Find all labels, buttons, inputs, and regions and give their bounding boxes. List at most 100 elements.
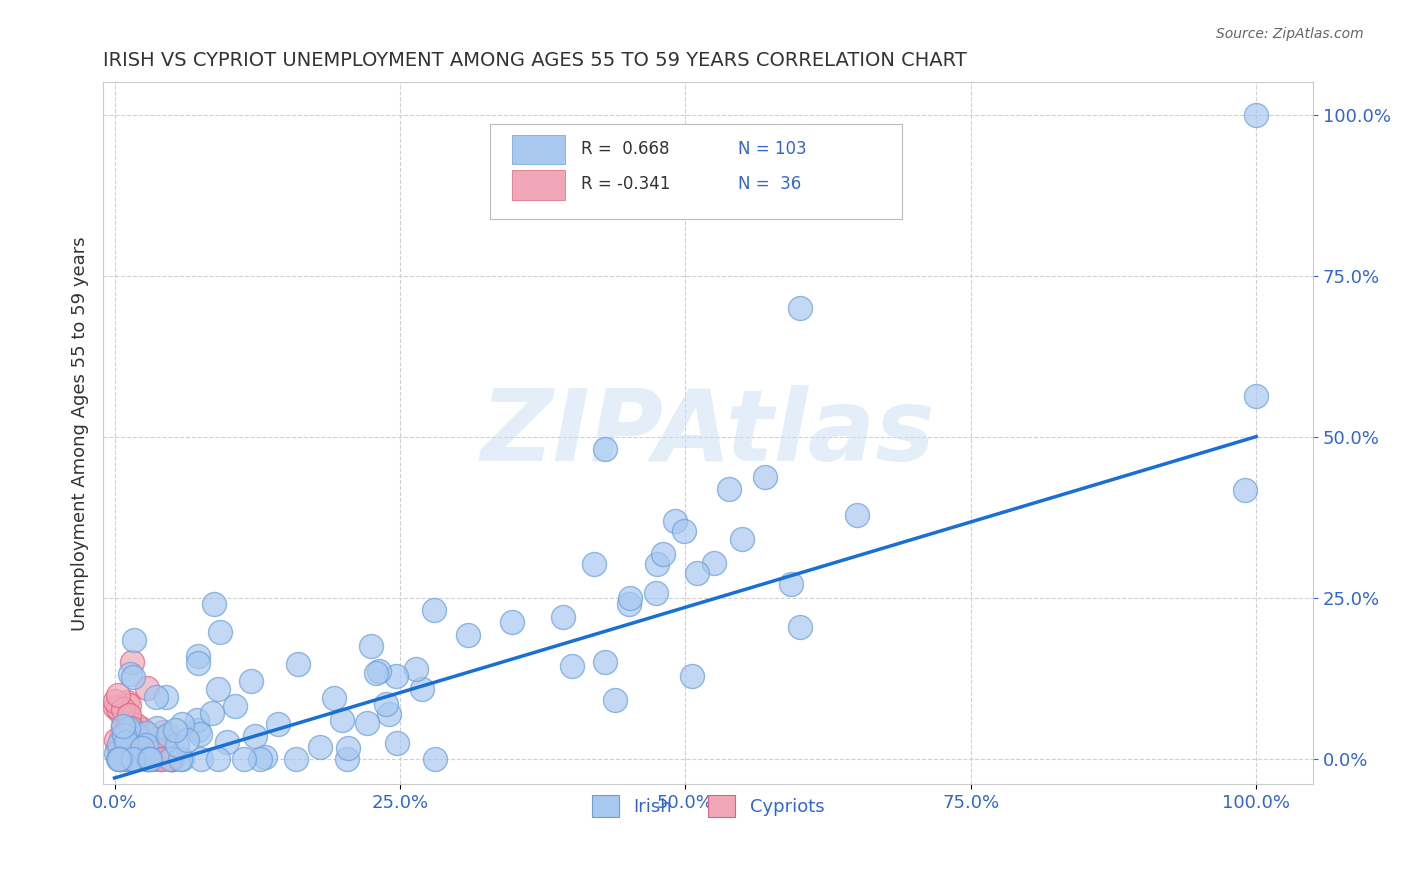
Point [104, 694, 127, 708]
Point [149, 752, 172, 766]
Point [1233, 483, 1256, 497]
Point [138, 752, 160, 766]
Point [121, 655, 143, 669]
Point [1244, 389, 1267, 403]
Point [108, 752, 131, 766]
Point [287, 657, 309, 672]
Point [122, 752, 145, 766]
Point [107, 752, 129, 766]
Point [124, 748, 146, 763]
Point [337, 740, 360, 755]
Point [117, 722, 139, 736]
Point [717, 483, 740, 497]
Point [110, 731, 132, 745]
Point [115, 752, 138, 766]
Point [118, 707, 141, 722]
Point [215, 735, 238, 749]
Point [686, 566, 709, 581]
Point [118, 698, 141, 713]
Point [254, 750, 277, 764]
Point [422, 603, 444, 617]
Point [124, 633, 146, 648]
FancyBboxPatch shape [491, 125, 901, 219]
Point [703, 556, 725, 570]
Point [384, 669, 406, 683]
Point [117, 723, 139, 738]
Point [145, 690, 167, 704]
Point [249, 752, 271, 766]
Point [595, 442, 617, 457]
Point [152, 724, 174, 739]
Point [583, 557, 606, 571]
Point [845, 508, 868, 523]
Point [135, 738, 157, 752]
Point [122, 752, 145, 766]
Point [108, 737, 131, 751]
Point [172, 752, 194, 766]
Point [651, 548, 673, 562]
Point [107, 752, 129, 766]
Point [309, 740, 332, 755]
Point [120, 721, 142, 735]
Point [664, 514, 686, 528]
Point [789, 301, 811, 315]
Point [165, 723, 187, 737]
Point [405, 662, 427, 676]
Point [118, 749, 141, 764]
Point [111, 702, 134, 716]
Point [645, 557, 668, 571]
Point [243, 729, 266, 743]
FancyBboxPatch shape [512, 135, 565, 164]
Point [207, 682, 229, 697]
Point [112, 719, 135, 733]
Point [188, 727, 211, 741]
Point [202, 597, 225, 611]
Point [364, 665, 387, 680]
Point [136, 750, 159, 764]
Point [322, 691, 344, 706]
Point [131, 740, 153, 755]
Point [135, 726, 157, 740]
Point [155, 690, 177, 704]
Point [121, 718, 143, 732]
Text: IRISH VS CYPRIOT UNEMPLOYMENT AMONG AGES 55 TO 59 YEARS CORRELATION CHART: IRISH VS CYPRIOT UNEMPLOYMENT AMONG AGES… [103, 51, 967, 70]
Point [561, 659, 583, 673]
Point [1244, 107, 1267, 121]
Point [111, 719, 134, 733]
Point [780, 577, 803, 591]
Point [105, 733, 128, 747]
Point [368, 664, 391, 678]
Point [160, 752, 183, 766]
Point [115, 735, 138, 749]
Point [336, 752, 359, 766]
Point [166, 738, 188, 752]
Point [176, 733, 198, 747]
Point [360, 639, 382, 653]
Point [385, 736, 408, 750]
Point [411, 682, 433, 697]
Point [121, 752, 143, 766]
Point [118, 666, 141, 681]
Point [789, 620, 811, 634]
Point [110, 752, 132, 766]
Legend: Irish, Cypriots: Irish, Cypriots [585, 788, 831, 824]
Point [619, 597, 641, 611]
Point [224, 699, 246, 714]
Point [375, 697, 398, 711]
Point [187, 656, 209, 670]
Point [619, 591, 641, 606]
Point [115, 695, 138, 709]
Point [190, 752, 212, 766]
Point [672, 524, 695, 538]
Point [187, 723, 209, 738]
Point [160, 752, 183, 766]
Point [457, 627, 479, 641]
Point [107, 701, 129, 715]
Point [186, 713, 208, 727]
Point [112, 727, 135, 741]
Point [122, 670, 145, 684]
Point [423, 752, 446, 766]
Point [605, 693, 627, 707]
Point [150, 752, 173, 766]
Point [200, 706, 222, 721]
